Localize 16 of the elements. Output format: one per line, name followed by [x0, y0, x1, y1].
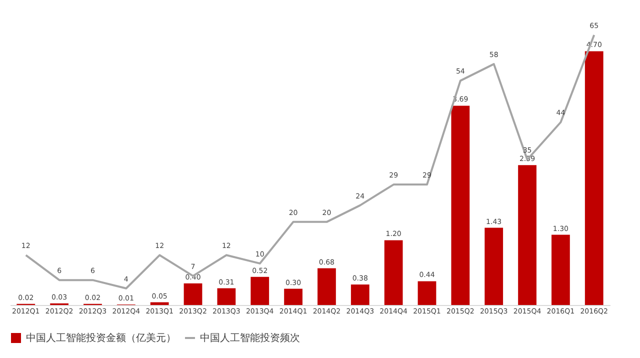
bar — [217, 288, 236, 305]
bar — [318, 268, 336, 305]
bar — [484, 228, 504, 305]
bar — [584, 51, 604, 305]
bar — [518, 165, 536, 305]
bar — [284, 288, 302, 305]
bar — [350, 284, 370, 305]
bar — [418, 281, 436, 305]
bar — [552, 234, 570, 305]
bar — [250, 276, 270, 305]
bar — [384, 240, 403, 305]
bar — [184, 283, 202, 305]
bar — [150, 302, 169, 305]
legend-label: 中国人工智能投资频次 — [200, 332, 300, 344]
bar — [451, 106, 470, 305]
legend-label: 中国人工智能投资金额（亿美元） — [26, 332, 176, 344]
